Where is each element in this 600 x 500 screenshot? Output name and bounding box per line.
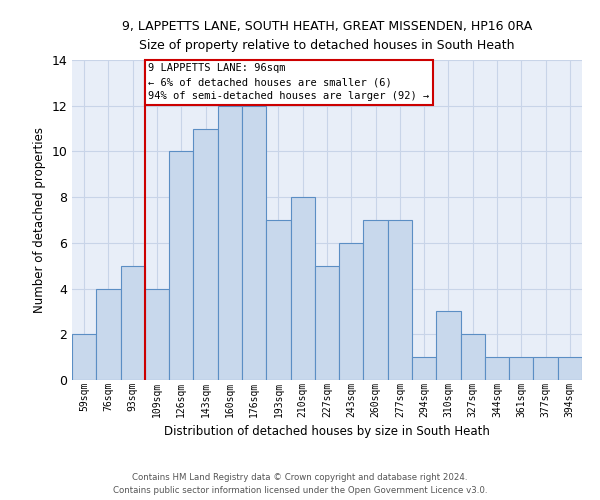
Bar (193, 128, 218, 380)
Bar (72, 334, 96, 380)
Bar (509, 357, 533, 380)
Bar (436, 312, 461, 380)
Bar (315, 266, 339, 380)
Bar (218, 106, 242, 380)
Bar (461, 334, 485, 380)
Bar (96, 288, 121, 380)
Bar (485, 357, 509, 380)
Text: Contains HM Land Registry data © Crown copyright and database right 2024.
Contai: Contains HM Land Registry data © Crown c… (113, 474, 487, 495)
Bar (412, 357, 436, 380)
Text: 9 LAPPETTS LANE: 96sqm
← 6% of detached houses are smaller (6)
94% of semi-detac: 9 LAPPETTS LANE: 96sqm ← 6% of detached … (149, 64, 430, 102)
X-axis label: Distribution of detached houses by size in South Heath: Distribution of detached houses by size … (164, 425, 490, 438)
Y-axis label: Number of detached properties: Number of detached properties (33, 127, 46, 313)
Bar (242, 106, 266, 380)
Bar (121, 266, 145, 380)
Bar (339, 243, 364, 380)
Bar (169, 152, 193, 380)
Title: 9, LAPPETTS LANE, SOUTH HEATH, GREAT MISSENDEN, HP16 0RA
Size of property relati: 9, LAPPETTS LANE, SOUTH HEATH, GREAT MIS… (122, 20, 532, 52)
Bar (145, 288, 169, 380)
Bar (533, 357, 558, 380)
Bar (290, 197, 315, 380)
Bar (364, 220, 388, 380)
Bar (388, 220, 412, 380)
Bar (266, 220, 290, 380)
Bar (558, 357, 582, 380)
